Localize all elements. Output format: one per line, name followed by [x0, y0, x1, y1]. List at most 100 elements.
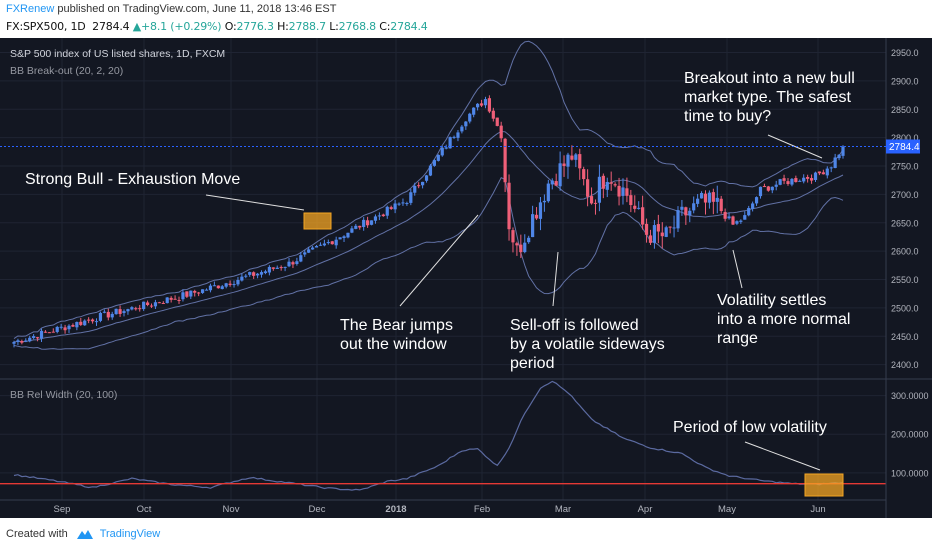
candle-body	[212, 285, 216, 287]
candle-body	[130, 307, 134, 310]
annotation-pointer	[767, 134, 823, 159]
candle-body	[519, 244, 523, 253]
close-value: 2784.4	[390, 20, 428, 33]
candle-body	[566, 154, 570, 167]
candle-body	[460, 126, 464, 132]
candle-body	[362, 219, 366, 227]
time-tick-label: Apr	[638, 504, 653, 515]
candle-body	[809, 178, 814, 181]
candle-body	[550, 180, 554, 185]
candle-body	[507, 182, 511, 230]
candle-body	[318, 244, 323, 246]
annotation-pointer	[732, 249, 743, 289]
price-axis[interactable]: 2950.0 2900.0 2850.0 2800.0 2750.0 2700.0 2650…	[891, 48, 919, 370]
candle-body	[837, 154, 841, 159]
candle-body	[381, 214, 385, 217]
candle-body	[499, 125, 503, 139]
candle-body	[472, 107, 476, 115]
candle-body	[149, 305, 154, 307]
candle-body	[224, 283, 228, 287]
time-axis[interactable]: Sep Oct Nov Dec 2018 Feb Mar Apr May Jun	[54, 504, 826, 515]
candle-body	[582, 169, 586, 180]
price-tick-label: 2700.0	[891, 190, 919, 200]
candle-body	[464, 121, 468, 127]
candle-body	[369, 220, 374, 225]
rel-width-line	[13, 380, 844, 491]
indicator-axis[interactable]: 300.0000 200.0000 100.0000	[891, 391, 929, 478]
candle-body	[641, 207, 645, 225]
indicator-tick-label: 300.0000	[891, 391, 929, 401]
candle-body	[16, 340, 20, 342]
price-tick-label: 2600.0	[891, 247, 919, 257]
candle-body	[829, 167, 833, 169]
candle-body	[389, 207, 393, 209]
candle-body	[173, 298, 177, 300]
candle-body	[633, 205, 637, 209]
candle-body	[688, 210, 692, 216]
candle-body	[432, 160, 436, 166]
candle-body	[589, 196, 594, 204]
candle-body	[35, 337, 40, 339]
candle-body	[216, 285, 220, 289]
candle-body	[122, 311, 126, 313]
candle-body	[727, 216, 731, 219]
candle-body	[483, 99, 488, 106]
candle-body	[59, 326, 63, 328]
chart-area[interactable]: 2950.0 2900.0 2850.0 2800.0 2750.0 2700.0 2650…	[0, 38, 932, 518]
candle-body	[534, 214, 539, 219]
indicator-legend[interactable]: BB Break-out (20, 2, 20)	[10, 65, 123, 77]
candle-body	[546, 183, 550, 202]
candle-body	[161, 302, 165, 304]
candle-body	[436, 154, 440, 161]
price-tick-label: 2750.0	[891, 162, 919, 172]
candle-body	[75, 322, 79, 328]
time-tick-label: Oct	[137, 504, 152, 515]
annotation-pointer	[205, 194, 305, 211]
candle-body	[303, 252, 307, 255]
candle-body	[401, 202, 405, 204]
candle-body	[118, 309, 122, 314]
candle-body	[51, 331, 55, 333]
candle-body	[479, 103, 484, 106]
annotation-bear-1: The Bear jumps	[340, 317, 453, 334]
price-tick-label: 2550.0	[891, 275, 919, 285]
candle-body	[43, 331, 48, 333]
candle-body	[821, 172, 825, 175]
annotation-pointer	[399, 214, 479, 307]
candle-body	[656, 224, 660, 232]
candle-body	[758, 186, 763, 197]
candle-body	[373, 216, 378, 221]
candle-body	[421, 181, 425, 186]
candle-body	[244, 275, 248, 277]
author-link[interactable]: FXRenew	[6, 3, 55, 15]
open-value: 2776.3	[236, 20, 274, 33]
candle-body	[350, 228, 354, 233]
candle-body	[405, 203, 409, 205]
candle-body	[32, 336, 36, 338]
chart-footer: Created with TradingView	[0, 518, 932, 550]
price-chart-svg[interactable]: 2950.0 2900.0 2850.0 2800.0 2750.0 2700.0 2650…	[0, 38, 932, 518]
candle-body	[24, 340, 28, 342]
candle-body	[696, 198, 700, 204]
annotation-breakout-3: time to buy?	[684, 108, 771, 125]
candle-body	[67, 325, 71, 330]
symbol-label[interactable]: FX:SPX500, 1D	[6, 20, 86, 33]
candle-body	[83, 320, 87, 326]
candle-body	[200, 289, 205, 293]
candle-body	[680, 206, 684, 210]
candle-body	[248, 272, 252, 275]
candle-body	[240, 276, 244, 281]
annotation-selloff-3: period	[510, 355, 554, 372]
up-arrow-icon: ▲	[132, 20, 142, 33]
candle-body	[538, 202, 543, 219]
candle-body	[267, 266, 271, 273]
price-change: +8.1 (+0.29%)	[141, 20, 222, 33]
candle-body	[165, 297, 169, 304]
rel-width-legend[interactable]: BB Rel Width (20, 100)	[10, 389, 117, 401]
tradingview-link[interactable]: TradingView	[99, 528, 161, 540]
candle-body	[798, 180, 802, 182]
candle-body	[751, 203, 755, 209]
candle-body	[766, 186, 770, 191]
candle-body	[232, 284, 236, 286]
bollinger-bands	[13, 40, 844, 350]
